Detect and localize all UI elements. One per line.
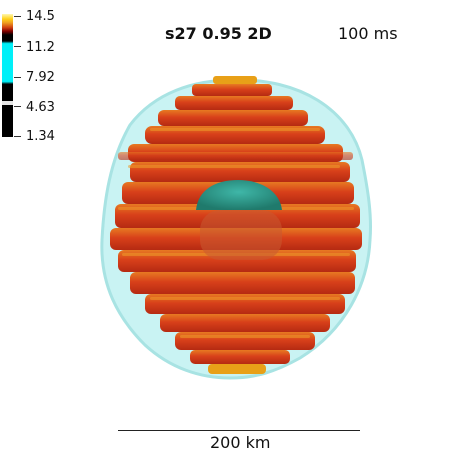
colorbar-marker [2,101,13,105]
time-label: 100 ms [338,24,398,43]
plume-highlights [118,128,354,338]
colorbar-tick [14,106,21,107]
scale-bar [118,430,360,431]
inner-core [196,180,282,210]
inner-core-lower [200,210,282,260]
colorbar-tick [14,16,21,17]
colorbar-gradient [2,14,13,137]
simulation-title: s27 0.95 2D [165,24,272,43]
colorbar-tick [14,136,21,137]
colorbar-tick [14,77,21,78]
colorbar-label-min: 1.34 [26,129,55,144]
colorbar-label: 4.63 [26,100,55,115]
scale-bar-label: 200 km [210,433,271,452]
colorbar-tick [14,46,21,47]
colorbar-label: 11.2 [26,40,55,55]
colorbar-label-max: 14.5 [26,9,55,24]
colorbar-label: 7.92 [26,70,55,85]
